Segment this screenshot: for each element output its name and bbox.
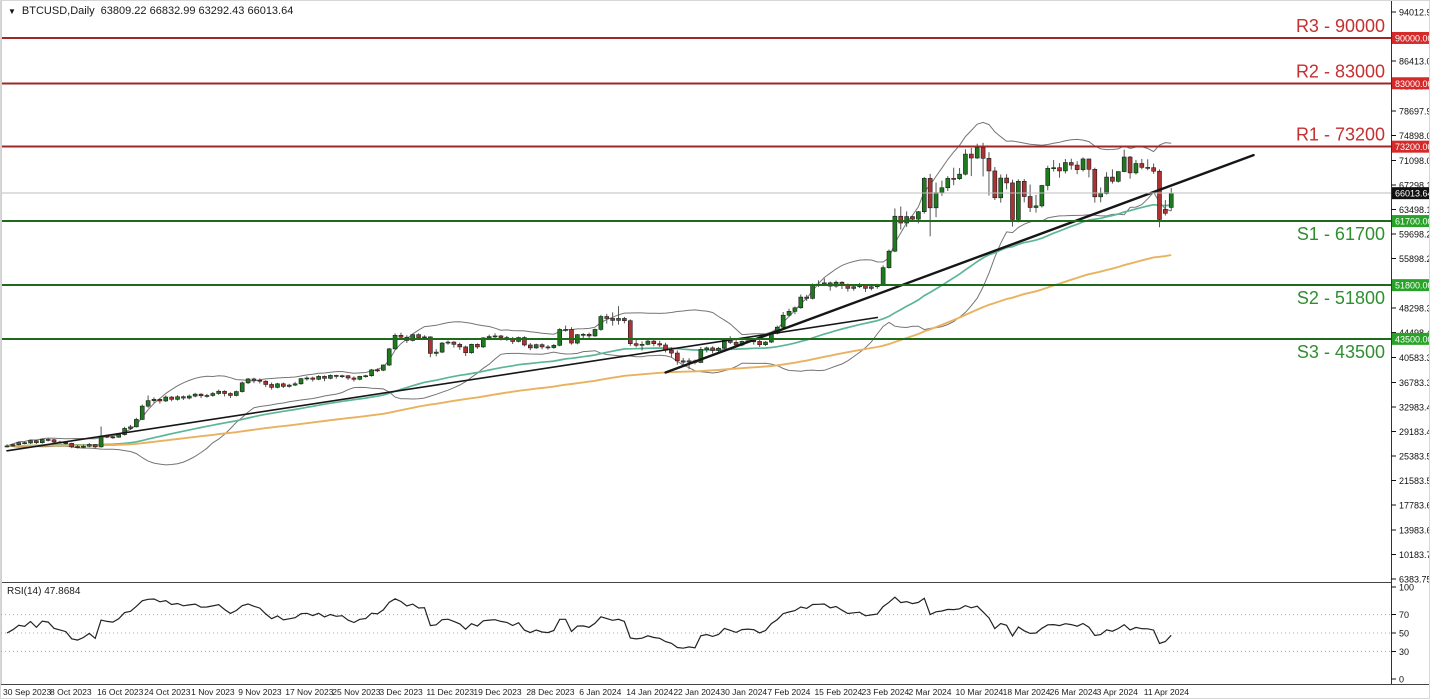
date-tick-label[interactable]: 30 Jan 2024 [720, 687, 767, 697]
date-tick-label[interactable]: 18 Mar 2024 [1003, 687, 1051, 697]
price-tick-label: 6383.75 [1399, 574, 1430, 584]
price-badge-label: 61700.00 [1395, 217, 1430, 227]
sr-layer: R3 - 90000 R2 - 83000 R1 - 73200 S1 - 61700… [1, 16, 1391, 362]
price-badge-label: 83000.00 [1395, 79, 1430, 89]
price-badge-label: 90000.00 [1395, 33, 1430, 43]
date-tick-label[interactable]: 24 Oct 2023 [144, 687, 191, 697]
price-tick-label: 55898.25 [1399, 254, 1430, 264]
date-tick-label[interactable]: 14 Jan 2024 [626, 687, 673, 697]
date-tick-label[interactable]: 19 Dec 2023 [473, 687, 521, 697]
sr-label: S2 - 51800 [1297, 288, 1385, 308]
date-tick-label[interactable]: 15 Feb 2024 [814, 687, 862, 697]
trendline-layer [6, 153, 1255, 452]
rsi-tick-label: 50 [1399, 629, 1409, 639]
date-tick-label[interactable]: 28 Dec 2023 [526, 687, 574, 697]
price-badge [1392, 31, 1429, 44]
date-tick-label[interactable]: 10 Mar 2024 [956, 687, 1004, 697]
rsi-tick-label: 70 [1399, 610, 1409, 620]
date-tick-label[interactable]: 23 Feb 2024 [861, 687, 909, 697]
chart-title: ▼ BTCUSD,Daily 63809.22 66832.99 63292.4… [8, 5, 293, 17]
sr-label: R1 - 73200 [1296, 125, 1385, 145]
sr-label: R2 - 83000 [1296, 61, 1385, 81]
price-tick-label: 86413.00 [1399, 57, 1430, 67]
candles-layer [4, 142, 1174, 449]
frame-layer [1, 1, 1429, 685]
rsi-indicator-label: RSI(14) 47.8684 [7, 586, 81, 597]
price-tick-label: 10183.70 [1399, 550, 1430, 560]
sr-label: R3 - 90000 [1296, 16, 1385, 36]
price-badge-layer: 90000.00 83000.00 73200.00 66013.64 61700.00… [1392, 31, 1430, 345]
date-tick-label[interactable]: 25 Nov 2023 [332, 687, 380, 697]
date-tick-label[interactable]: 16 Oct 2023 [97, 687, 144, 697]
price-badge [1392, 77, 1429, 90]
date-tick-label[interactable]: 11 Dec 2023 [426, 687, 474, 697]
price-tick-label: 36783.35 [1399, 378, 1430, 388]
price-badge [1392, 332, 1429, 345]
rsi-tick-label: 0 [1399, 675, 1404, 685]
price-tick-label: 13983.65 [1399, 525, 1430, 535]
price-tick-label: 40583.30 [1399, 353, 1430, 363]
date-tick-label[interactable]: 1 Nov 2023 [191, 687, 235, 697]
date-tick-label[interactable]: 17 Nov 2023 [285, 687, 333, 697]
rsi-layer: 100 70 50 30 0 [1, 583, 1414, 685]
price-tick-label: 67298.10 [1399, 180, 1430, 190]
price-tick-label: 78697.95 [1399, 107, 1430, 117]
date-tick-label[interactable]: 9 Nov 2023 [238, 687, 282, 697]
price-badge-label: 73200.00 [1395, 142, 1430, 152]
date-tick-label[interactable]: 8 Oct 2023 [50, 687, 92, 697]
date-tick-label[interactable]: 3 Apr 2024 [1097, 687, 1138, 697]
date-tick-label[interactable]: 26 Mar 2024 [1050, 687, 1098, 697]
price-tick-label: 48298.35 [1399, 303, 1430, 313]
price-tick-label: 17783.60 [1399, 501, 1430, 511]
indicator-layer [6, 121, 1172, 466]
price-tick-label: 59698.20 [1399, 230, 1430, 240]
price-badge-label: 43500.00 [1395, 334, 1430, 344]
price-tick-label: 25383.50 [1399, 452, 1430, 462]
price-tick-label: 32983.40 [1399, 402, 1430, 412]
ohlc-readout: 63809.22 66832.99 63292.43 66013.64 [100, 5, 294, 17]
price-tick-label: 21583.55 [1399, 476, 1430, 486]
date-tick-label[interactable]: 7 Feb 2024 [767, 687, 810, 697]
price-tick-label: 63498.15 [1399, 205, 1430, 215]
date-tick-label[interactable]: 22 Jan 2024 [673, 687, 720, 697]
price-tick-label: 29183.45 [1399, 427, 1430, 437]
price-badge-label: 51800.00 [1395, 281, 1430, 291]
date-tick-label[interactable]: 6 Jan 2024 [579, 687, 621, 697]
rsi-tick-label: 100 [1399, 583, 1414, 593]
rsi-tick-label: 30 [1399, 647, 1409, 657]
symbol-timeframe-label: BTCUSD,Daily [21, 5, 95, 17]
price-axis-layer: 94012.9086413.0082613.0578697.9574898.00… [1391, 8, 1430, 584]
price-badge [1392, 279, 1429, 292]
date-tick-label[interactable]: 3 Dec 2023 [379, 687, 423, 697]
price-badge [1392, 140, 1429, 153]
price-badge-label: 66013.64 [1395, 189, 1430, 199]
price-tick-label: 71098.05 [1399, 156, 1430, 166]
sr-label: S1 - 61700 [1297, 224, 1385, 244]
date-tick-label[interactable]: 11 Apr 2024 [1144, 687, 1189, 697]
price-tick-label: 94012.90 [1399, 8, 1430, 18]
symbol-dropdown-icon[interactable]: ▼ [8, 6, 16, 16]
price-badge [1392, 215, 1429, 228]
date-tick-label[interactable]: 30 Sep 2023 [3, 687, 51, 697]
date-tick-label[interactable]: 2 Mar 2024 [909, 687, 952, 697]
price-badge [1392, 187, 1429, 200]
price-tick-label: 74898.00 [1399, 131, 1430, 141]
sr-label: S3 - 43500 [1297, 342, 1385, 362]
